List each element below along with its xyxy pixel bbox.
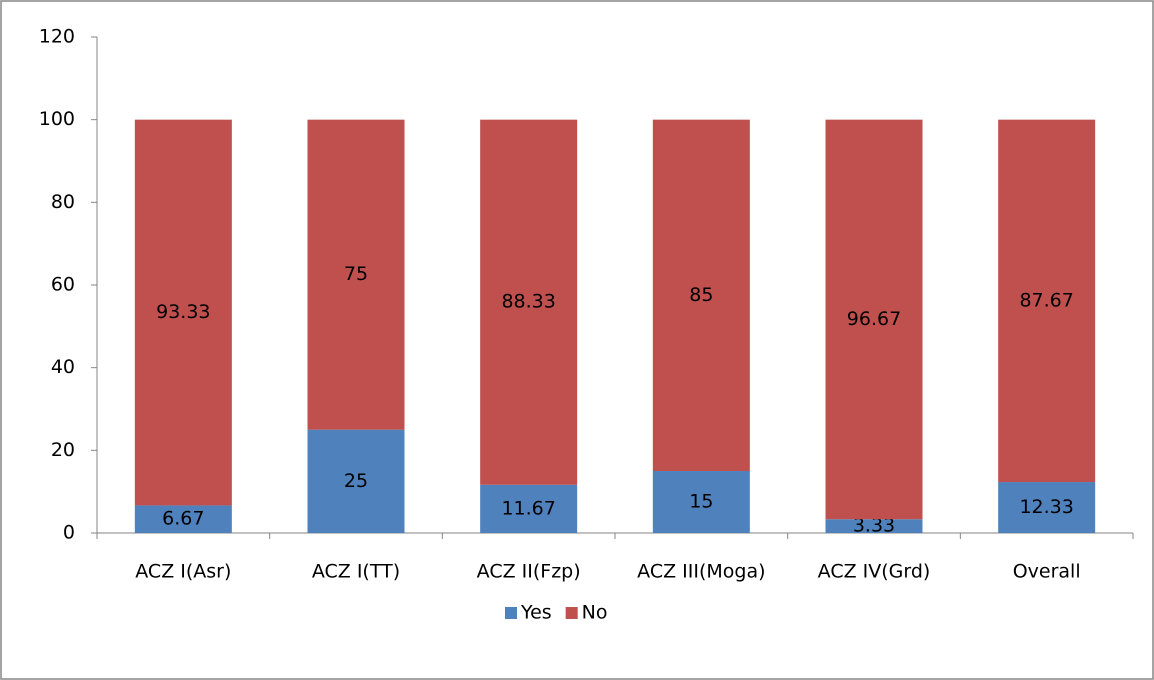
data-label: 15 [689, 491, 713, 513]
y-tick-label: 0 [63, 522, 75, 544]
data-label: 11.67 [501, 497, 555, 519]
bar-segment [134, 505, 232, 533]
y-tick-label: 80 [51, 191, 75, 213]
data-label: 96.67 [847, 308, 901, 330]
bar-segment [307, 429, 405, 533]
x-tick-label: ACZ I(Asr) [135, 561, 231, 583]
y-tick-label: 20 [51, 439, 75, 461]
data-label: 12.33 [1019, 496, 1073, 518]
bar-segment [998, 119, 1096, 483]
data-label: 75 [344, 263, 368, 285]
y-tick-label: 40 [51, 356, 75, 378]
data-label: 25 [344, 470, 368, 492]
data-label: 85 [689, 284, 713, 306]
bar-segment [134, 119, 232, 506]
bar-segment [480, 119, 578, 485]
x-tick-label: ACZ III(Moga) [637, 561, 765, 583]
bar-segment [652, 471, 750, 533]
bar-segment [825, 119, 923, 520]
data-label: 88.33 [501, 291, 555, 313]
bar-segment [307, 119, 405, 430]
x-tick-label: Overall [1013, 561, 1081, 583]
bar-segment [480, 484, 578, 533]
legend-label: Yes [520, 602, 552, 624]
y-tick-label: 120 [39, 26, 75, 48]
data-label: 93.33 [156, 301, 210, 323]
y-tick-label: 100 [39, 108, 75, 130]
legend-swatch [505, 607, 517, 619]
data-label: 87.67 [1019, 289, 1073, 311]
data-label: 3.33 [853, 515, 895, 537]
x-tick-label: ACZ II(Fzp) [477, 561, 581, 583]
data-label: 6.67 [162, 508, 204, 530]
bar-segment [652, 119, 750, 472]
legend-swatch [565, 607, 578, 619]
bar-segment [998, 482, 1096, 533]
x-tick-label: ACZ I(TT) [312, 561, 400, 583]
y-tick-label: 60 [51, 274, 75, 296]
x-tick-label: ACZ IV(Grd) [818, 561, 931, 583]
legend-label: No [582, 602, 608, 624]
bar-segment [825, 519, 923, 533]
